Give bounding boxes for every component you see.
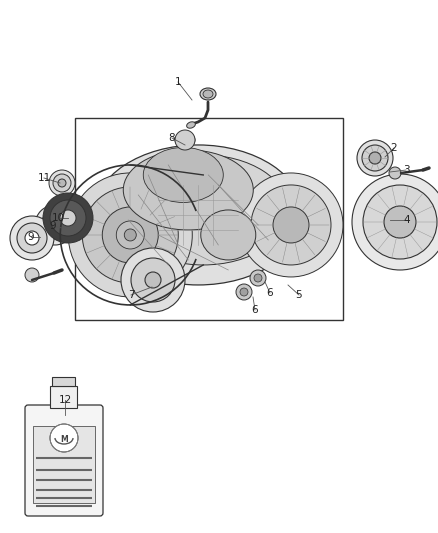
Text: 10: 10	[51, 213, 64, 223]
Ellipse shape	[203, 90, 213, 98]
Circle shape	[362, 145, 388, 171]
Circle shape	[384, 206, 416, 238]
Text: 12: 12	[58, 395, 72, 405]
Text: 8: 8	[169, 133, 175, 143]
Text: 3: 3	[403, 165, 410, 175]
Text: 6: 6	[267, 288, 273, 298]
Circle shape	[240, 288, 248, 296]
Ellipse shape	[201, 210, 256, 260]
Ellipse shape	[93, 145, 303, 285]
Circle shape	[43, 193, 93, 243]
Bar	[52, 377, 75, 386]
Circle shape	[102, 207, 158, 263]
Circle shape	[49, 219, 61, 231]
Circle shape	[251, 185, 331, 265]
Circle shape	[250, 270, 266, 286]
Text: 9: 9	[28, 232, 34, 242]
Ellipse shape	[187, 122, 195, 128]
Circle shape	[25, 268, 39, 282]
Ellipse shape	[143, 148, 223, 203]
Ellipse shape	[175, 133, 195, 147]
Circle shape	[17, 223, 47, 253]
Circle shape	[50, 200, 86, 236]
Text: 2: 2	[391, 143, 397, 153]
Circle shape	[53, 174, 71, 192]
Circle shape	[49, 170, 75, 196]
Circle shape	[369, 152, 381, 164]
Text: 5: 5	[296, 290, 302, 300]
Text: 1: 1	[175, 77, 181, 87]
Circle shape	[25, 231, 39, 245]
Text: 4: 4	[404, 215, 410, 225]
Ellipse shape	[118, 155, 288, 265]
Circle shape	[50, 424, 78, 452]
Circle shape	[236, 284, 252, 300]
Circle shape	[35, 205, 75, 245]
Circle shape	[239, 173, 343, 277]
Circle shape	[82, 187, 178, 283]
Circle shape	[124, 229, 136, 241]
Circle shape	[254, 274, 262, 282]
Ellipse shape	[200, 88, 216, 100]
Circle shape	[145, 272, 161, 288]
Circle shape	[121, 248, 185, 312]
Ellipse shape	[253, 203, 293, 238]
Bar	[49, 386, 77, 408]
Bar	[75, 118, 343, 320]
Circle shape	[68, 173, 192, 297]
Circle shape	[389, 167, 401, 179]
Circle shape	[175, 130, 195, 150]
Circle shape	[273, 207, 309, 243]
Circle shape	[58, 179, 66, 187]
Text: 11: 11	[37, 173, 51, 183]
Circle shape	[352, 174, 438, 270]
Text: 9: 9	[49, 221, 57, 231]
Bar	[33, 426, 95, 503]
Text: 6: 6	[252, 305, 258, 315]
Circle shape	[116, 221, 144, 249]
Circle shape	[357, 140, 393, 176]
Circle shape	[10, 216, 54, 260]
Text: M: M	[60, 434, 68, 443]
Circle shape	[41, 211, 69, 239]
Ellipse shape	[123, 150, 253, 230]
Circle shape	[363, 185, 437, 259]
Circle shape	[131, 258, 175, 302]
Text: 7: 7	[128, 290, 134, 300]
Circle shape	[60, 210, 76, 226]
FancyBboxPatch shape	[25, 405, 103, 516]
